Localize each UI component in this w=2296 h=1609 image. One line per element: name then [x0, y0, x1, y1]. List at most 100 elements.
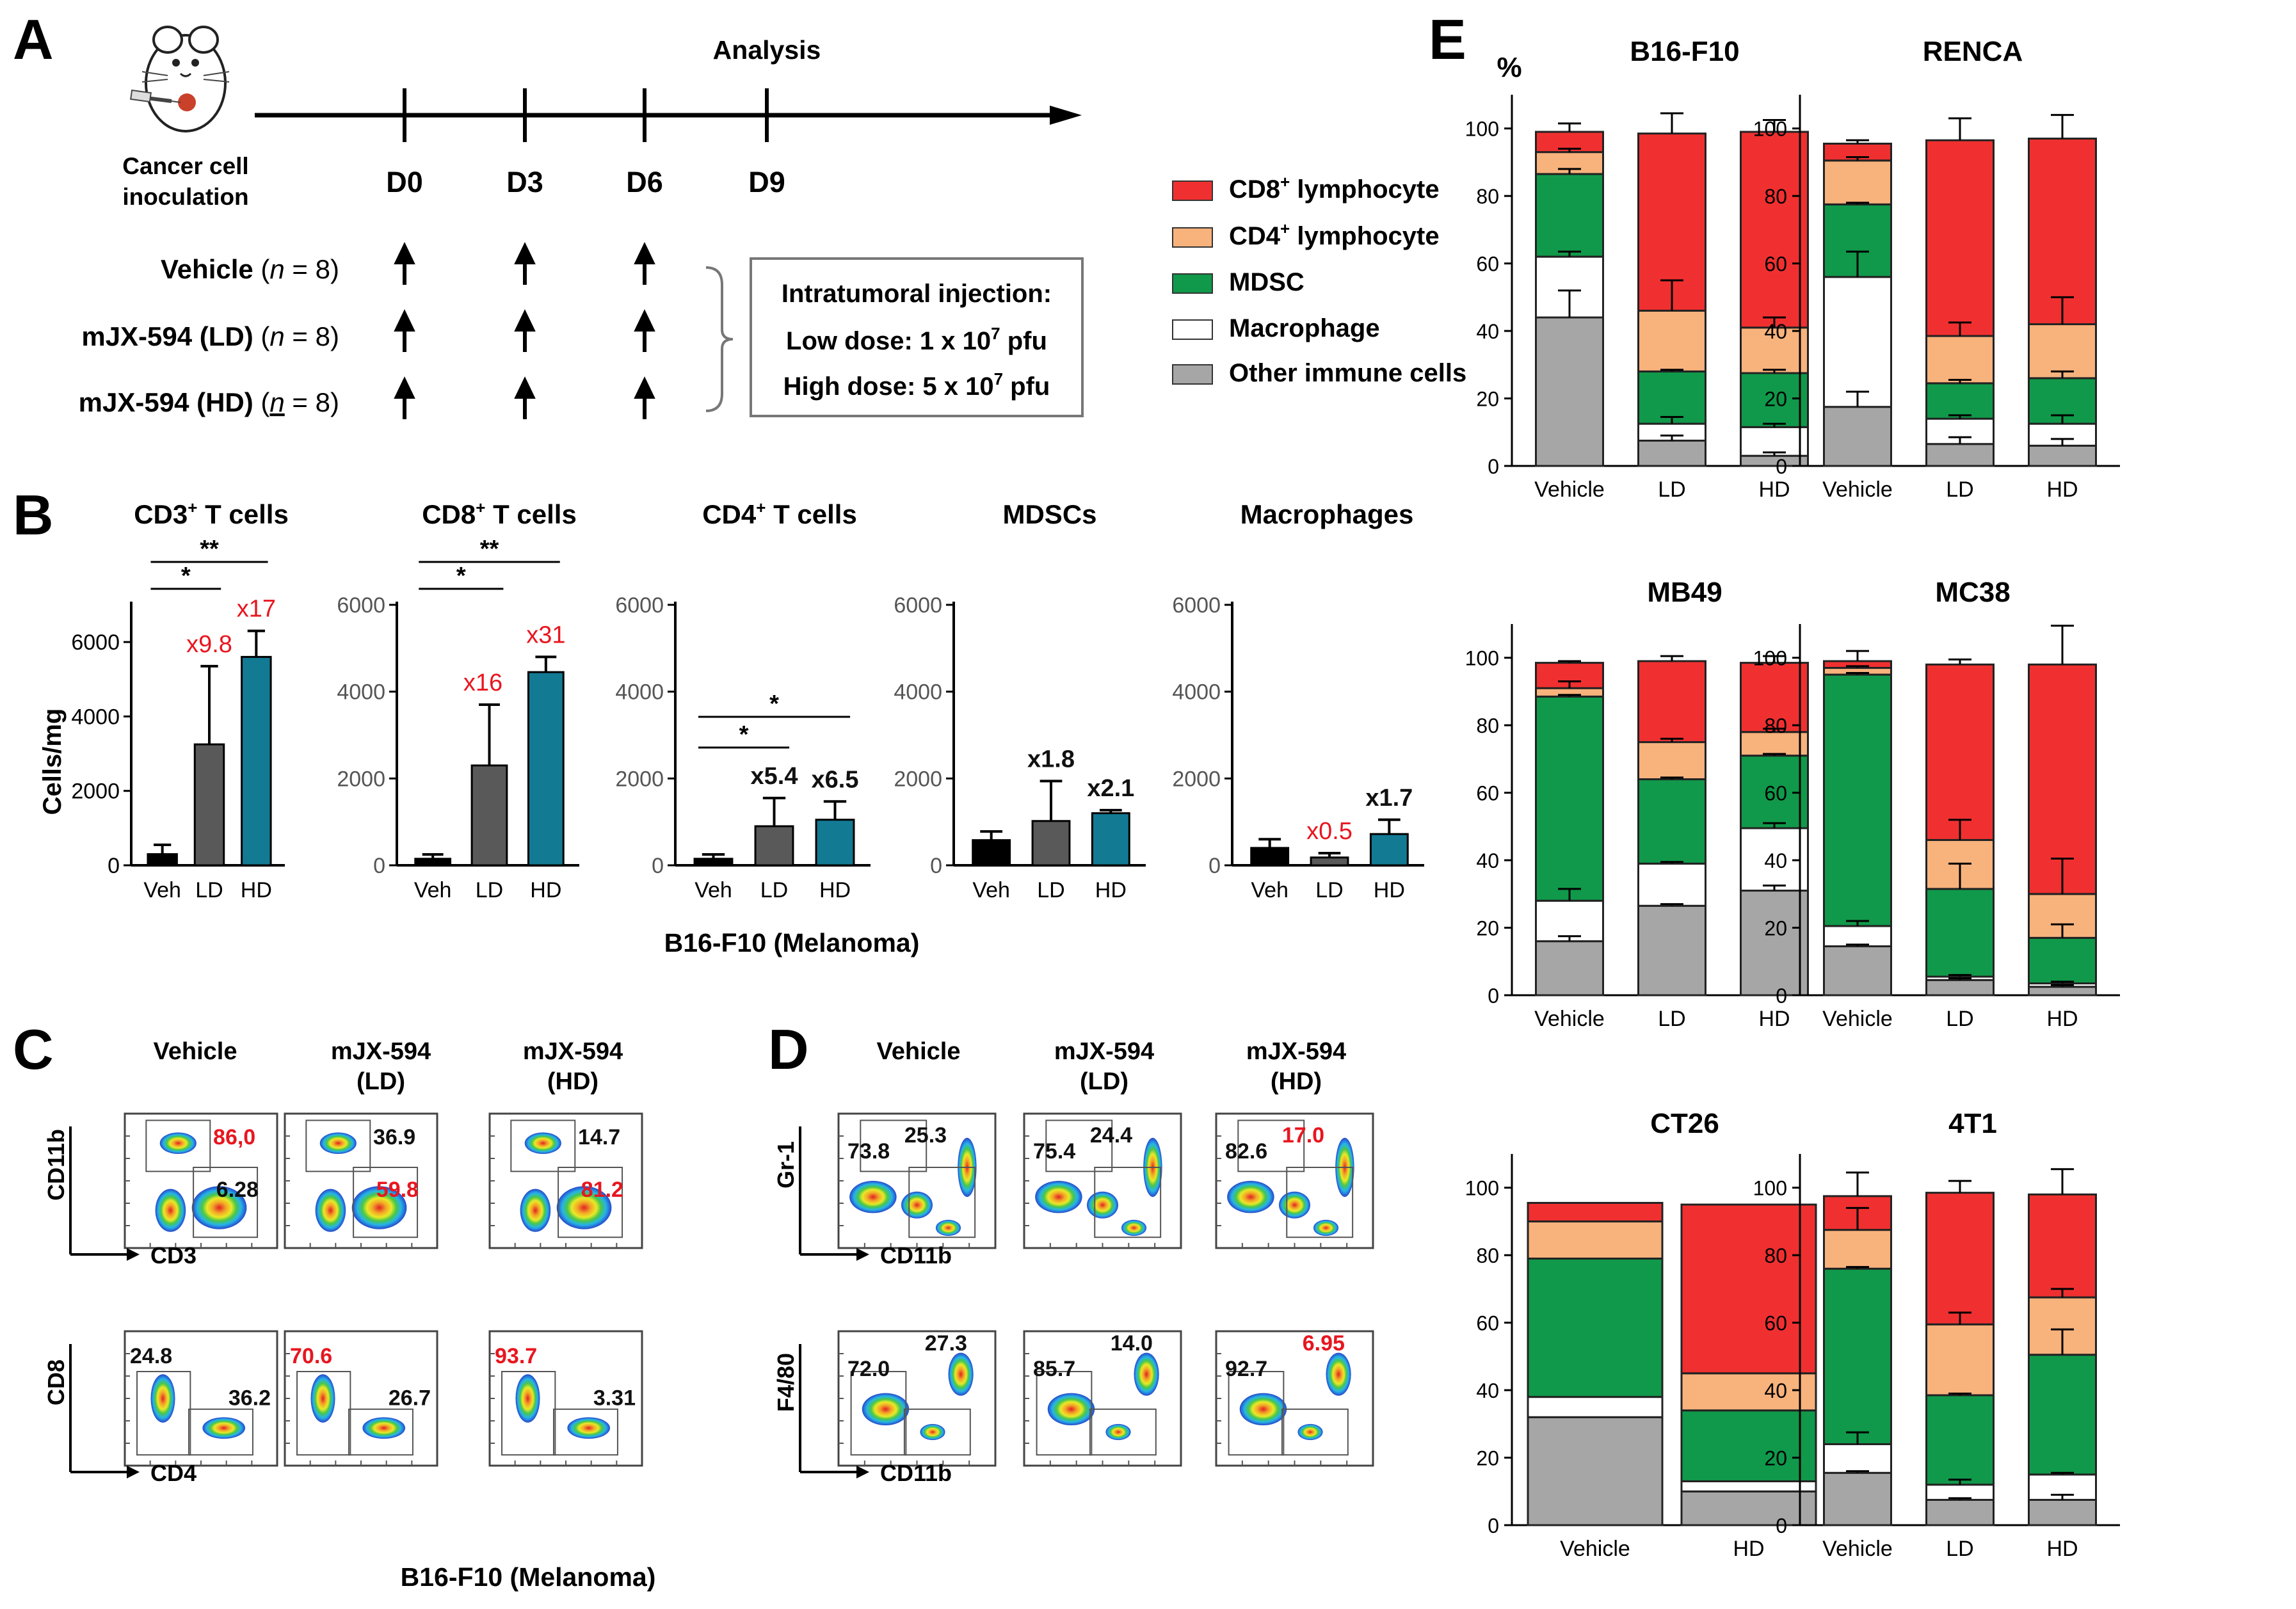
y-tick-label: 80 — [1476, 714, 1499, 737]
timeline-arrow-head — [1050, 106, 1082, 125]
gate-percentage: 27.3 — [925, 1331, 967, 1356]
segment-cd8-lymphocyte — [1527, 1201, 1664, 1222]
panel-c-footer: B16-F10 (Melanoma) — [401, 1562, 656, 1592]
gate-percentage: 25.3 — [904, 1123, 947, 1148]
segment-macrophage — [1680, 1480, 1817, 1493]
inoculation-label-2: inoculation — [122, 184, 248, 210]
cell-population — [1035, 1181, 1082, 1213]
y-tick-label: 2000 — [1172, 767, 1221, 791]
x-tick-label: LD — [1658, 1007, 1685, 1031]
segment-cd4-lymphocyte — [2028, 323, 2097, 380]
bar-chart-cd4-t-cells: CD4+ T cells 0 2000 4000 6000 Veh LD x5.4 HD x6.5… — [615, 498, 871, 902]
segment-cd4-lymphocyte — [1740, 731, 1809, 757]
segment-cd8-lymphocyte — [1925, 1192, 1995, 1325]
y-tick-label: 6000 — [1172, 593, 1221, 618]
segment-mdsc — [1535, 173, 1604, 258]
segment-macrophage — [1535, 899, 1604, 943]
gate — [1228, 1371, 1285, 1456]
gate — [145, 1119, 211, 1173]
bar-chart-mdscs: MDSCs 0 2000 4000 6000 Veh LD x1.8 HD x2.1 — [894, 499, 1146, 902]
gate — [860, 1119, 927, 1173]
gate — [353, 1167, 419, 1238]
stacked-chart-b16-f10: B16-F10 0 20 40 60 80 100 Vehicle LD HD — [1465, 36, 1832, 502]
cell-population — [1326, 1352, 1351, 1396]
fold-change-label: x1.8 — [1027, 746, 1075, 772]
y-tick-label: 4000 — [615, 680, 664, 705]
y-tick-label: 6000 — [337, 593, 385, 618]
gate — [1237, 1119, 1305, 1173]
column-subheader: (LD) — [1080, 1068, 1128, 1095]
chart-title: RENCA — [1923, 36, 2023, 67]
segment-cd4-lymphocyte — [1740, 326, 1809, 374]
fold-change-label: x6.5 — [812, 766, 859, 793]
cell-population — [567, 1417, 611, 1439]
day-label-d6: D6 — [626, 166, 663, 198]
x-tick-label: Veh — [414, 878, 452, 902]
x-tick-label: LD — [1946, 1537, 1973, 1561]
dose-box-high: High dose: 5 x 107 pfu — [783, 369, 1050, 401]
y-tick-label: 0 — [373, 854, 385, 878]
stacked-chart-mb49: MB49 0 20 40 60 80 100 Vehicle LD HD — [1465, 577, 1832, 1031]
gate — [850, 1371, 907, 1456]
x-tick-label: HD — [819, 878, 851, 902]
stacked-chart-renca: RENCA 0 20 40 60 80 100 Vehicle LD HD — [1753, 36, 2120, 502]
inoculation-label-1: Cancer cell — [122, 153, 248, 179]
y-tick-label: 80 — [1764, 1244, 1787, 1267]
fold-change-label: x31 — [526, 621, 565, 648]
panel-c-flow-plots: Vehicle mJX-594 (LD) mJX-594 (HD) 86,0 6.28 24.… — [43, 1038, 643, 1486]
segment-cd8-lymphocyte — [2028, 138, 2097, 326]
legend-label: Macrophage — [1229, 314, 1380, 342]
panel-letter-d: D — [768, 1018, 809, 1081]
flow-plot — [124, 1112, 278, 1249]
panel-b-footer: B16-F10 (Melanoma) — [664, 928, 920, 957]
bar-veh — [693, 858, 734, 867]
cell-population — [159, 1132, 197, 1154]
segment-other-immune-cells — [1823, 945, 1892, 997]
y-tick-label: 4000 — [71, 705, 120, 729]
cell-population — [515, 1374, 540, 1423]
panel-letter-a: A — [13, 8, 54, 71]
gate — [136, 1371, 191, 1456]
segment-mdsc — [1925, 888, 1995, 978]
segment-other-immune-cells — [1637, 904, 1706, 997]
flow-y-axis-label: Gr-1 — [773, 1141, 799, 1189]
segment-other-immune-cells — [1740, 890, 1809, 997]
flow-plot — [837, 1112, 997, 1249]
gate-percentage: 81.2 — [581, 1178, 623, 1202]
segment-other-immune-cells — [1925, 1498, 1995, 1526]
chart-title: 4T1 — [1948, 1108, 1997, 1139]
stacked-chart-mc38: MC38 0 20 40 60 80 100 Vehicle LD HD — [1753, 577, 2120, 1031]
gate — [1045, 1119, 1113, 1173]
bar-ld — [470, 764, 508, 867]
y-tick-label: 60 — [1764, 782, 1787, 805]
x-tick-label: LD — [1658, 477, 1685, 502]
chart-title: CD4+ T cells — [702, 498, 857, 529]
gate — [908, 1167, 976, 1238]
gate-percentage: 82.6 — [1225, 1139, 1267, 1164]
y-tick-label: 20 — [1764, 388, 1787, 411]
cell-population — [351, 1186, 407, 1229]
timeline-ticks — [403, 88, 769, 142]
segment-other-immune-cells — [1925, 443, 1995, 467]
plot-frame — [1215, 1330, 1374, 1467]
panel-letter-b: B — [13, 483, 54, 547]
x-tick-label: HD — [2046, 477, 2078, 502]
y-tick-label: 0 — [1488, 1514, 1499, 1537]
plot-frame — [1023, 1330, 1182, 1467]
y-tick-label: 0 — [652, 854, 664, 878]
segment-mdsc — [2028, 1354, 2097, 1476]
gate-percentage: 75.4 — [1033, 1139, 1075, 1164]
y-tick-label: 20 — [1476, 388, 1499, 411]
flow-plot — [1023, 1112, 1182, 1249]
panel-e-charts: B16-F10 0 20 40 60 80 100 Vehicle LD HD RENCA 0 20 40… — [1465, 36, 2120, 1561]
y-tick-label: 2000 — [71, 780, 120, 804]
cell-population — [1047, 1393, 1095, 1425]
segment-cd4-lymphocyte — [1637, 309, 1706, 372]
gate — [296, 1371, 351, 1456]
cell-population — [362, 1417, 406, 1439]
gate-percentage: 36.9 — [373, 1125, 415, 1149]
segment-mdsc — [1527, 1257, 1664, 1398]
gate — [1281, 1408, 1349, 1456]
y-tick-label: 80 — [1764, 185, 1787, 208]
